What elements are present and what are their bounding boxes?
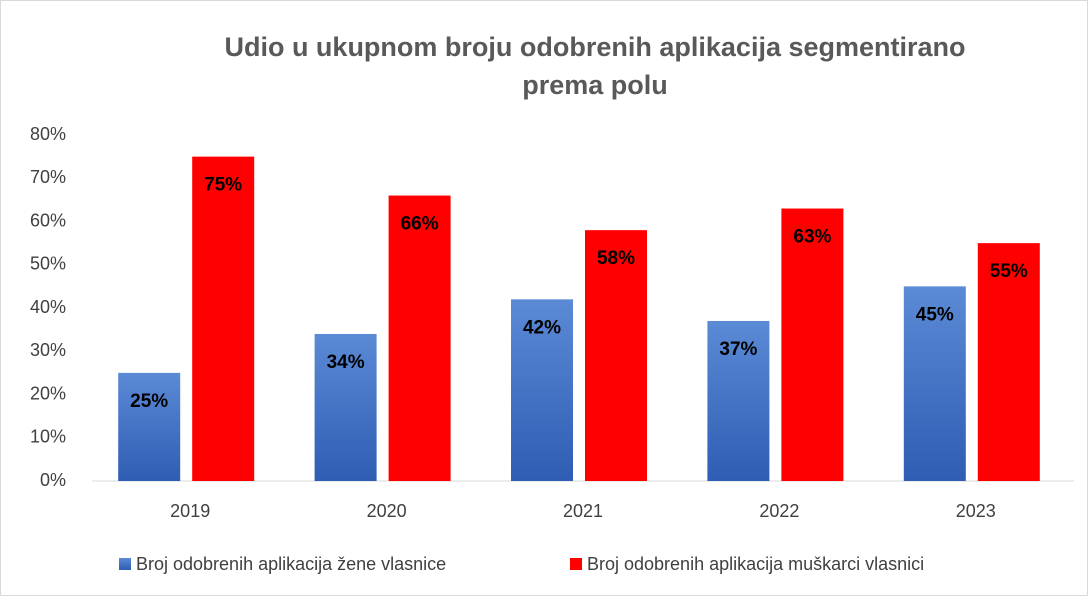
value-label: 25% <box>130 391 168 412</box>
value-label: 75% <box>204 175 242 196</box>
bar <box>707 320 770 481</box>
y-tick-label: 40% <box>30 297 66 317</box>
bar <box>977 243 1040 481</box>
y-tick-label: 20% <box>30 383 66 403</box>
x-tick-label: 2021 <box>563 501 603 521</box>
bar <box>192 156 255 481</box>
value-label: 58% <box>597 248 635 269</box>
y-tick-label: 70% <box>30 167 66 187</box>
value-label: 66% <box>401 214 439 235</box>
y-tick-label: 10% <box>30 427 66 447</box>
bar <box>903 286 966 481</box>
x-tick-label: 2023 <box>956 501 996 521</box>
y-tick-label: 30% <box>30 340 66 360</box>
bar <box>314 333 377 481</box>
bar <box>388 195 451 482</box>
legend-label: Broj odobrenih aplikacija muškarci vlasn… <box>587 554 924 574</box>
value-label: 37% <box>719 339 757 360</box>
legend-swatch <box>570 558 582 570</box>
legend-label: Broj odobrenih aplikacija žene vlasnice <box>136 554 446 574</box>
value-label: 45% <box>916 304 954 325</box>
x-tick-label: 2020 <box>367 501 407 521</box>
value-label: 63% <box>793 227 831 248</box>
bar <box>585 230 647 481</box>
y-tick-label: 0% <box>40 470 66 490</box>
chart-title: Udio u ukupnom broju odobrenih aplikacij… <box>224 32 966 100</box>
bar <box>511 299 573 481</box>
x-tick-label: 2022 <box>759 501 799 521</box>
value-label: 55% <box>990 261 1028 282</box>
x-tick-label: 2019 <box>170 501 210 521</box>
bar <box>118 372 181 481</box>
legend-swatch <box>119 558 131 570</box>
bar <box>781 208 844 481</box>
value-label: 42% <box>523 317 561 338</box>
y-tick-label: 50% <box>30 254 66 274</box>
y-tick-label: 80% <box>30 124 66 144</box>
value-label: 34% <box>327 352 365 373</box>
y-tick-label: 60% <box>30 210 66 230</box>
